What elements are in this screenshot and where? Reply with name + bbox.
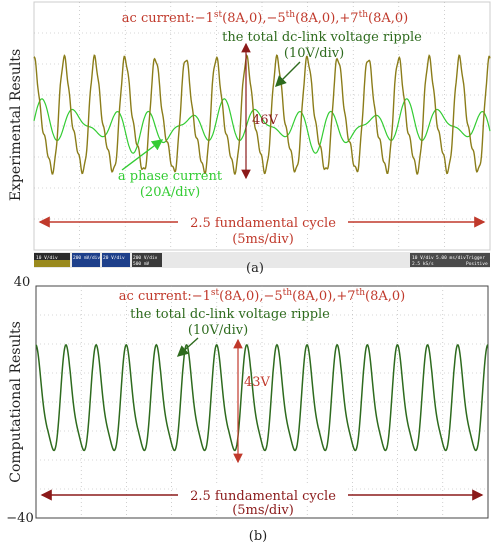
phase-current-trace <box>33 98 491 154</box>
scope-timebase-2: 5.00 ms/div <box>436 255 466 261</box>
panel-a-cycle-label: 2.5 fundamental cycle <box>190 216 336 231</box>
scope-status-bar: 10 V/div 200 mV/div 20 V/div 200 V/div 5… <box>34 252 490 268</box>
scope-timebase-1: 10 V/div <box>412 255 434 261</box>
panel-a-voltage-scale: (10V/div) <box>284 46 344 61</box>
cycle-label-bg-b <box>178 486 348 504</box>
scope-channel-2-text: 200 mV/div <box>73 255 100 261</box>
scope-channel-1-text: 10 V/div <box>36 255 58 261</box>
panel-a-title: ac current:−1st(8A,0),−5th(8A,0),+7th(8A… <box>122 10 408 26</box>
panel-a-ylabel: Experimental Results <box>8 49 24 201</box>
cycle-label-bg <box>178 213 348 231</box>
panel-b-span-label: 43V <box>244 375 271 390</box>
current-arrow <box>121 139 164 171</box>
dc-link-voltage-curve <box>35 343 489 452</box>
panel-b-caption: (b) <box>249 529 267 544</box>
panel-b-cycle-scale: (5ms/div) <box>232 503 294 518</box>
panel-a: Experimental Results ac current:−1st(8A,… <box>8 1 491 276</box>
panel-b-voltage-scale: (10V/div) <box>188 323 248 338</box>
panel-a-current-note: a phase current <box>118 169 223 184</box>
voltage-arrow <box>275 61 301 87</box>
plot-grid <box>36 286 488 518</box>
panel-b-cycle-label: 2.5 fundamental cycle <box>190 489 336 504</box>
panel-a-cycle-scale: (5ms/div) <box>232 232 294 247</box>
panel-b-ylabel: Computational Results <box>8 321 24 483</box>
scope-channel-3-text: 20 V/div <box>103 255 125 261</box>
panel-b: 40 −40 Computational Results ac current:… <box>6 275 489 544</box>
panel-a-span-label: 46V <box>252 113 279 128</box>
scope-sample-rate: 2.5 kS/s <box>412 261 434 267</box>
panel-a-voltage-note: the total dc-link voltage ripple <box>222 30 422 45</box>
scope-channel-4-box <box>132 253 162 267</box>
dc-link-voltage-trace <box>33 54 491 175</box>
scope-channel-4-text: 200 V/div <box>133 255 158 261</box>
ytick-top: 40 <box>14 275 31 290</box>
scope-channel-4-sub: 500 mV <box>133 261 150 267</box>
scope-slope: Positive <box>466 261 488 267</box>
panel-b-title: ac current:−1st(8A,0),−5th(8A,0),+7th(8A… <box>119 288 405 304</box>
panel-a-caption: (a) <box>246 261 264 276</box>
scope-trigger: Trigger <box>466 255 485 261</box>
panel-b-voltage-arrow <box>176 337 199 357</box>
panel-b-voltage-note: the total dc-link voltage ripple <box>130 307 330 322</box>
scope-timebase-box <box>410 253 490 267</box>
panel-a-current-scale: (20A/div) <box>140 185 200 200</box>
ytick-bottom: −40 <box>6 511 33 526</box>
scope-channel-2-box <box>72 253 100 267</box>
scope-channel-3-box <box>102 253 130 267</box>
